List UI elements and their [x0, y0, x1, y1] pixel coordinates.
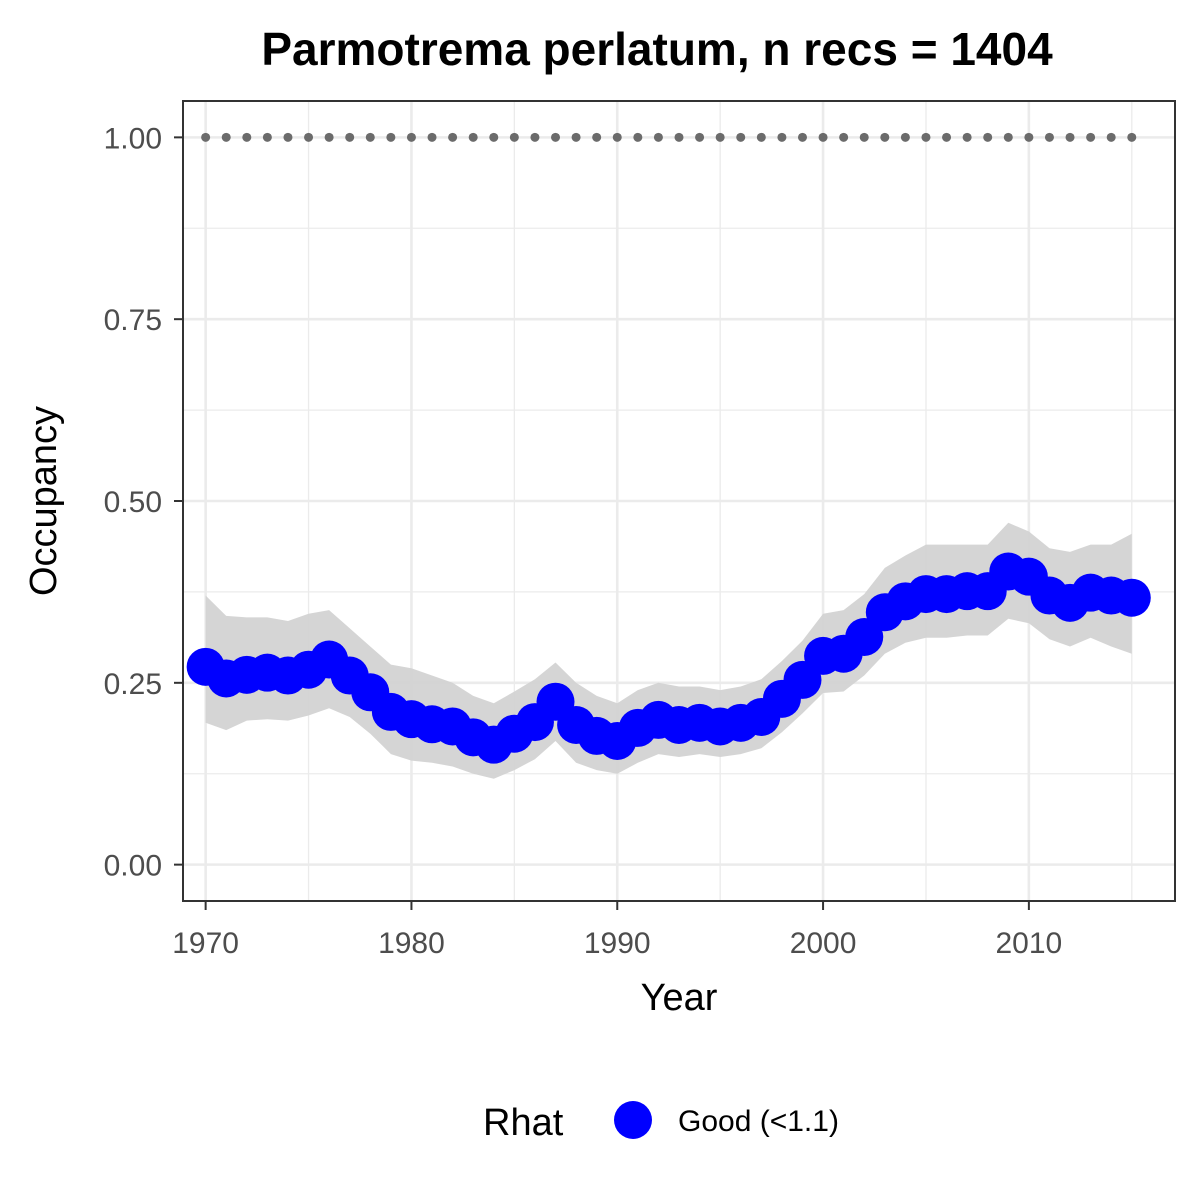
reference-point — [427, 132, 437, 142]
x-tick-label: 1970 — [172, 927, 239, 960]
reference-line-layer — [201, 132, 1137, 142]
reference-point — [962, 132, 972, 142]
reference-point — [736, 132, 746, 142]
x-tick-label: 1980 — [378, 927, 445, 960]
reference-point — [715, 132, 725, 142]
reference-point — [571, 132, 581, 142]
x-tick-label: 2010 — [996, 927, 1063, 960]
legend-key-good — [614, 1101, 652, 1139]
chart-title: Parmotrema perlatum, n recs = 1404 — [261, 23, 1053, 75]
reference-point — [592, 132, 602, 142]
reference-point — [551, 132, 561, 142]
legend-title: Rhat — [483, 1102, 564, 1144]
reference-point — [756, 132, 766, 142]
reference-point — [324, 132, 334, 142]
reference-point — [1086, 132, 1096, 142]
reference-point — [221, 132, 231, 142]
x-axis: 1970 1980 1990 2000 2010 — [172, 901, 1062, 960]
reference-point — [942, 132, 952, 142]
reference-point — [695, 132, 705, 142]
reference-point — [304, 132, 314, 142]
reference-point — [983, 132, 993, 142]
reference-point — [509, 132, 519, 142]
reference-point — [818, 132, 828, 142]
x-tick-label: 1990 — [584, 927, 651, 960]
reference-point — [921, 132, 931, 142]
reference-point — [1044, 132, 1054, 142]
reference-point — [448, 132, 458, 142]
reference-point — [242, 132, 252, 142]
reference-point — [530, 132, 540, 142]
reference-point — [1065, 132, 1075, 142]
reference-point — [345, 132, 355, 142]
reference-point — [489, 132, 499, 142]
reference-point — [468, 132, 478, 142]
legend: Rhat Good (<1.1) — [483, 1101, 839, 1144]
reference-point — [283, 132, 293, 142]
reference-point — [900, 132, 910, 142]
reference-point — [612, 132, 622, 142]
reference-point — [406, 132, 416, 142]
reference-point — [1127, 132, 1137, 142]
reference-point — [880, 132, 890, 142]
y-axis-title: Occupancy — [23, 406, 65, 596]
occupancy-point — [1112, 578, 1151, 617]
reference-point — [777, 132, 787, 142]
y-tick-label: 0.25 — [104, 668, 162, 701]
reference-point — [674, 132, 684, 142]
y-tick-label: 1.00 — [104, 122, 162, 155]
occupancy-series — [186, 552, 1151, 764]
reference-point — [262, 132, 272, 142]
legend-label-good: Good (<1.1) — [678, 1105, 839, 1138]
y-tick-label: 0.75 — [104, 304, 162, 337]
reference-point — [1106, 132, 1116, 142]
reference-point — [1024, 132, 1034, 142]
x-axis-title: Year — [641, 977, 718, 1019]
y-tick-label: 0.00 — [104, 850, 162, 883]
panel-grid — [183, 101, 1175, 901]
reference-point — [653, 132, 663, 142]
reference-point — [797, 132, 807, 142]
reference-point — [859, 132, 869, 142]
reference-point — [201, 132, 211, 142]
y-axis: 0.00 0.25 0.50 0.75 1.00 — [104, 122, 183, 883]
reference-point — [365, 132, 375, 142]
x-tick-label: 2000 — [790, 927, 857, 960]
reference-point — [839, 132, 849, 142]
reference-point — [633, 132, 643, 142]
y-tick-label: 0.50 — [104, 486, 162, 519]
reference-point — [1003, 132, 1013, 142]
reference-point — [386, 132, 396, 142]
